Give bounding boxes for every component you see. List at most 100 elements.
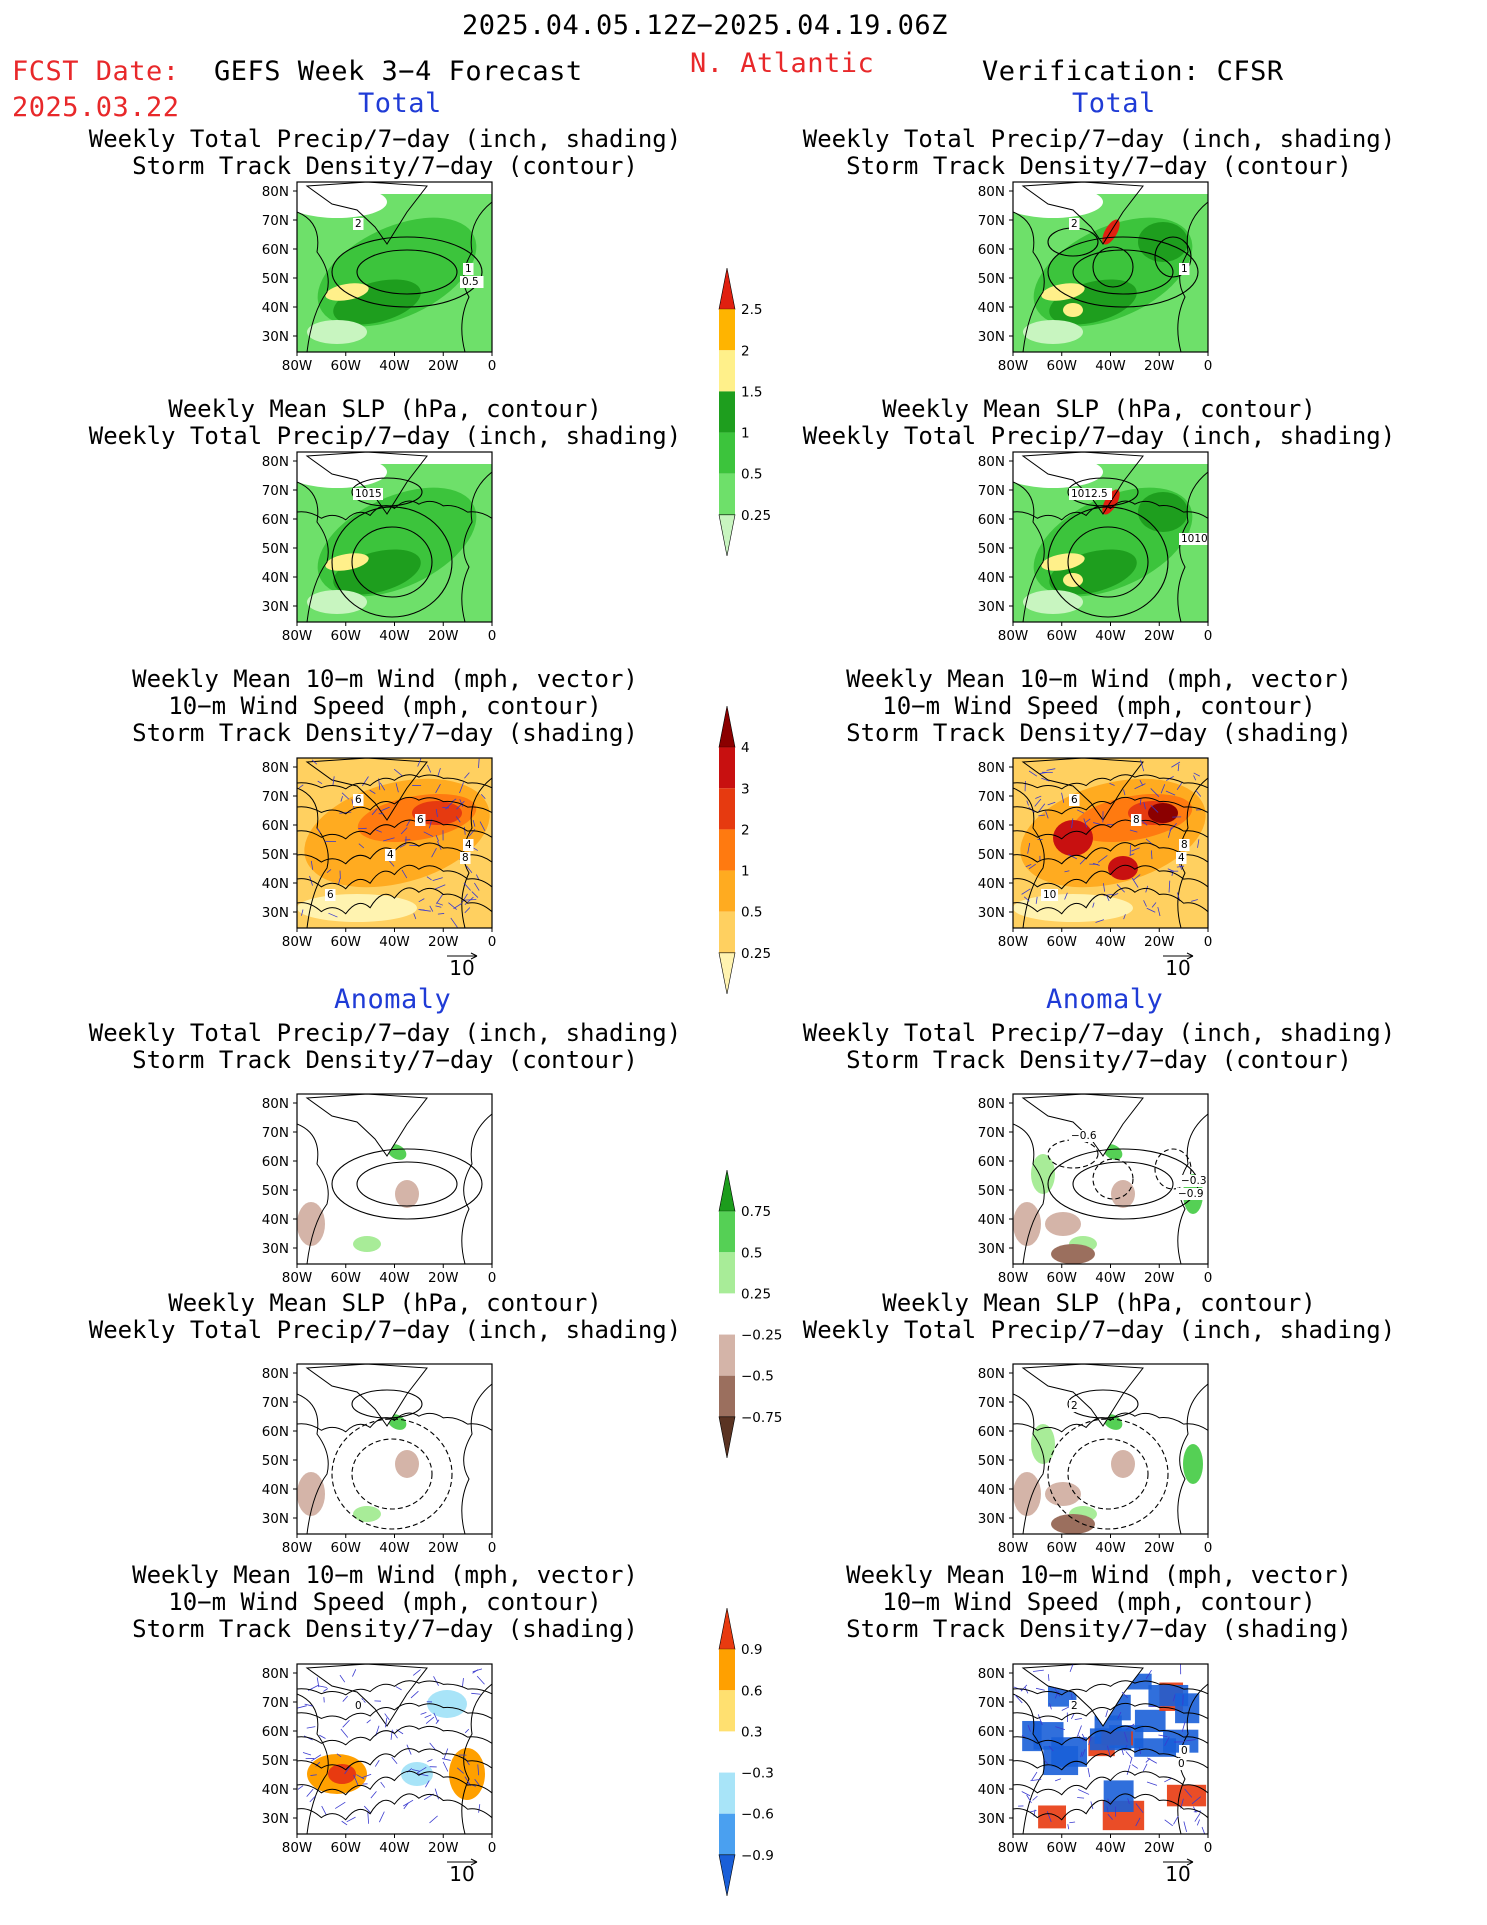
wind-vector [1129, 853, 1135, 856]
slp-contour [1067, 526, 1149, 598]
lat-tick-label: 70N [978, 1395, 1005, 1411]
wind-vector [435, 905, 442, 908]
storm-anomaly-negative [1033, 1722, 1064, 1750]
wind-vector [1070, 1713, 1075, 1720]
wind-vector [1196, 1819, 1200, 1826]
wind-vector [1069, 1821, 1076, 1824]
precip-anomaly-negative [297, 1202, 325, 1246]
slp-contour [297, 1412, 492, 1433]
vector-reference-label: 10 [449, 956, 474, 980]
lon-tick-label: 40W [379, 1540, 410, 1556]
lon-tick-label: 0 [1204, 1540, 1213, 1556]
wind-vector [1193, 1810, 1202, 1813]
wind-speed-contour [297, 819, 492, 840]
wind-vector [1053, 1687, 1061, 1697]
storm-track-contour [1092, 1158, 1134, 1200]
forecast-total-slp-precip-map: 1015 80N 70N 60N 50N 40N 30N 80W 60W 40W 20W 0 [262, 451, 496, 644]
storm-track-contour [1047, 236, 1199, 308]
wind-vector [361, 776, 369, 787]
contour-label: 6 [1071, 794, 1078, 806]
precip-shade [325, 283, 369, 301]
wind-vector [1197, 839, 1200, 848]
wind-vector [1106, 895, 1110, 902]
wind-vector [425, 1716, 435, 1724]
wind-vector [1097, 855, 1108, 863]
contour-label-bg [460, 852, 471, 864]
wind-vector [317, 780, 323, 785]
wind-speed-contour [1013, 1770, 1208, 1796]
wind-vector [453, 903, 463, 909]
contour-label-bg [1176, 1758, 1187, 1770]
wind-vector [1068, 854, 1078, 860]
colorbar-label: 1 [741, 426, 750, 442]
lon-tick-label: 20W [428, 628, 459, 644]
wind-vector [1049, 1703, 1052, 1710]
lon-tick-label: 0 [1204, 1840, 1213, 1856]
wind-vector [1164, 1778, 1172, 1783]
wind-vector [1041, 777, 1050, 782]
colorbar-segment [719, 309, 735, 351]
storm-anomaly-negative [1089, 1728, 1132, 1751]
wind-vector [1107, 1813, 1114, 1820]
storm-track-contour [1154, 1148, 1192, 1190]
vector-reference-label: 10 [1165, 1862, 1190, 1886]
wind-vector [304, 1703, 313, 1707]
wind-vector [1032, 1795, 1038, 1801]
colorbar-label: 2.5 [741, 302, 762, 318]
lon-tick-label: 80W [282, 628, 313, 644]
wind-vector [1173, 1815, 1179, 1825]
vector-reference-arrow-head [470, 952, 478, 960]
verification-total-precip-storm-title: Weekly Total Precip/7−day (inch, shading… [802, 125, 1396, 180]
wind-vector [332, 776, 335, 786]
lat-tick-label: 80N [262, 184, 289, 200]
wind-vector [1183, 1821, 1187, 1833]
colorbar-segment [719, 747, 735, 789]
wind-vector [441, 1758, 451, 1761]
wind-vector [381, 806, 390, 811]
wind-speed-contour [1013, 819, 1208, 840]
lat-tick-label: 40N [978, 1482, 1005, 1498]
wind-vector [1031, 1771, 1038, 1781]
wind-vector [464, 896, 474, 906]
vector-reference-label: 10 [1165, 956, 1190, 980]
wind-vector [1064, 870, 1070, 873]
lat-tick-label: 70N [262, 213, 289, 229]
wind-speed-contour [1013, 842, 1208, 865]
lon-tick-label: 40W [379, 628, 410, 644]
contour-label-bg [385, 849, 396, 861]
wind-vector [363, 1805, 372, 1814]
verification-anomaly-slp-precip-title: Weekly Mean SLP (hPa, contour) Weekly Tot… [802, 1289, 1396, 1344]
wind-vector [1150, 850, 1153, 860]
precip-anomaly-negative [395, 1180, 419, 1208]
map-content [297, 1094, 492, 1264]
greenland-coastline [305, 1364, 428, 1427]
wind-vector [459, 782, 464, 794]
precip-anomaly-negative [395, 1450, 419, 1478]
wind-vector [319, 1734, 326, 1739]
wind-vector [429, 1815, 438, 1824]
wind-speed-contour [297, 796, 492, 815]
dry-area [297, 186, 387, 218]
north-america-coastline [297, 1393, 329, 1534]
lon-tick-label: 40W [379, 358, 410, 374]
wind-vector [478, 1804, 481, 1813]
storm-track-contour [331, 236, 483, 308]
wind-vector [1164, 1819, 1173, 1827]
verification-anomaly-slp-precip-map: 2 80N 70N 60N 50N 40N 30N 80W 60W 40W 20W 0 [978, 1363, 1213, 1556]
wind-vector [361, 1773, 372, 1779]
wind-vector [1177, 763, 1180, 772]
precip-shade [307, 320, 367, 344]
lon-tick-label: 60W [1046, 628, 1077, 644]
contour-label-bg [1176, 852, 1187, 864]
wind-vector [1121, 1691, 1128, 1699]
wind-vector [1157, 906, 1161, 917]
wind-vector [464, 772, 470, 779]
wind-vector [366, 1719, 371, 1724]
lat-tick-label: 70N [262, 1125, 289, 1141]
precip-shade [1063, 303, 1083, 317]
wind-vector [297, 1785, 304, 1790]
verification-total-label: Total [1072, 88, 1156, 119]
wind-vector [1194, 1813, 1201, 1822]
wind-vector [1127, 1798, 1130, 1805]
lat-tick-label: 50N [978, 847, 1005, 863]
